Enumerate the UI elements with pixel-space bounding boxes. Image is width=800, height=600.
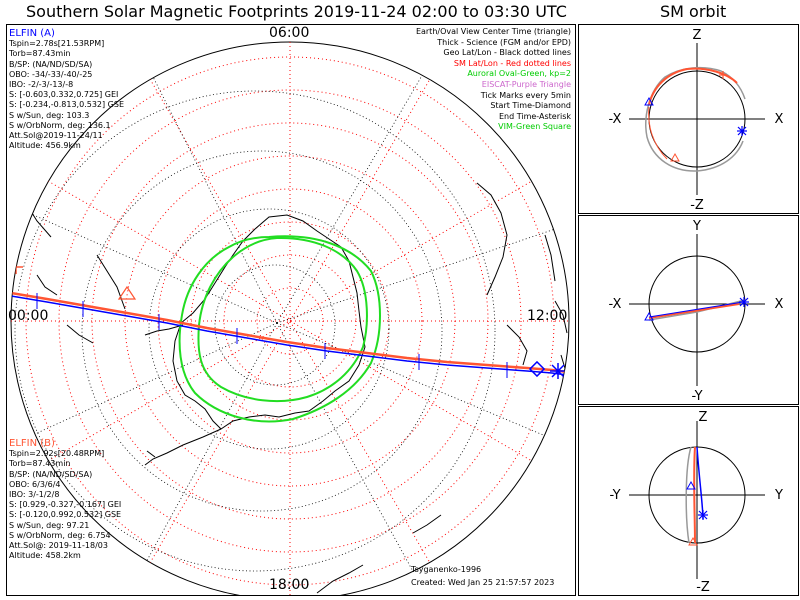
- axis-label-right: X: [775, 297, 784, 312]
- axis-label-bottom: -Y: [691, 389, 702, 404]
- auroral-oval: [178, 235, 381, 423]
- axis-label-left: -Y: [609, 488, 620, 503]
- probe-a-info-line: S: [-0.603,0.332,0.725] GEI: [9, 90, 119, 100]
- axis-label-bottom: -Z: [696, 580, 710, 595]
- hour-label-left: 00:00: [8, 308, 49, 324]
- legend-entry: EISCAT-Purple Triangle: [481, 79, 571, 89]
- axis-label-top: Z: [693, 28, 702, 43]
- orbit-plot-xz: Z -Z -X X: [609, 28, 784, 213]
- end-asterisk-marker: [550, 363, 566, 379]
- axis-label-bottom: -Z: [690, 198, 704, 213]
- probe-a-name: ELFIN (A): [9, 28, 55, 39]
- orbit-path-a-thin: [648, 106, 668, 160]
- orbit-panel-yz: Z -Z -Y Y: [578, 406, 799, 596]
- probe-b-info-line: B/SP: (NA/ND/SD/SA): [9, 469, 93, 479]
- probe-a-info-line: OBO: -34/-33/-40/-25: [9, 69, 93, 79]
- axis-label-right: X: [775, 112, 784, 127]
- axis-label-right: Y: [774, 488, 783, 503]
- axis-label-left: -X: [609, 297, 622, 312]
- probe-b-info-line: Tspin=2.92s[20.48RPM]: [9, 449, 105, 459]
- probe-b-info-line: OBO: 6/3/6/4: [9, 479, 61, 489]
- footprint-map: [10, 41, 570, 595]
- hour-label-right: 12:00: [527, 308, 568, 324]
- legend-entry: Earth/Oval View Center Time (triangle): [415, 27, 571, 36]
- probe-b-info-line: S: [-0.120,0.992,0.532] GSE: [9, 510, 122, 520]
- probe-b-track: [11, 291, 568, 374]
- legend-entry: Tick Marks every 5min: [480, 90, 571, 100]
- geo-longitude-grid: [11, 44, 568, 595]
- probe-a-info-line: S w/OrbNorm, deg: 136.1: [9, 120, 111, 130]
- axis-label-top: Z: [699, 410, 708, 425]
- probe-a-info-line: IBO: -2/-3/-13/-8: [9, 79, 74, 89]
- track-tick-marks: [36, 293, 508, 378]
- probe-a-info: ELFIN (A) Tspin=2.78s[21.53RPM] Torb=87.4…: [9, 28, 124, 150]
- orbit-plot-xy: Y -Y -X X: [609, 219, 784, 404]
- orbit-path-a-blue: [696, 446, 704, 520]
- probe-b-info-line: S w/OrbNorm, deg: 6.754: [9, 530, 111, 540]
- sm-longitude-grid: [11, 42, 569, 595]
- geo-latitude-grid: [14, 90, 496, 572]
- probe-a-info-line: B/SP: (NA/ND/SD/SA): [9, 59, 93, 69]
- probe-b-info-line: S w/Sun, deg: 97.21: [9, 520, 90, 530]
- legend-entry: VIM-Green Square: [498, 122, 571, 132]
- orbit-path-a-red: [693, 446, 696, 544]
- credit-created: Created: Wed Jan 25 21:57:57 2023: [411, 578, 555, 587]
- legend-entry: Thick - Science (FGM and/or EPD): [437, 37, 571, 47]
- orbit-title: SM orbit: [660, 2, 727, 21]
- coastlines: [26, 144, 568, 594]
- probe-a-info-line: Att.Sol@2019-11-24/11: [9, 130, 103, 140]
- credit-model: Tsyganenko-1996: [411, 565, 482, 574]
- hour-label-top: 06:00: [269, 25, 310, 41]
- footprint-map-panel: 06:00 00:00 12:00 18:00 Earth/Oval View …: [6, 24, 576, 596]
- probe-b-info-line: Torb=87.43min: [9, 459, 71, 469]
- main-title: Southern Solar Magnetic Footprints 2019-…: [26, 2, 567, 21]
- probe-b-name: ELFIN (B): [9, 438, 55, 449]
- probe-b-info: ELFIN (B) Tspin=2.92s[20.48RPM] Torb=87.4…: [9, 438, 121, 560]
- orbit-plot-yz: Z -Z -Y Y: [609, 410, 783, 595]
- map-legend: Earth/Oval View Center Time (triangle) Th…: [416, 27, 571, 133]
- orbit-panel-xz: Z -Z -X X: [578, 24, 799, 214]
- legend-entry: End Time-Asterisk: [498, 111, 571, 121]
- probe-b-info-line: IBO: 3/-1/2/8: [9, 489, 60, 499]
- earth-circle: [648, 255, 746, 353]
- probe-a-info-line: Torb=87.43min: [9, 49, 71, 59]
- probe-a-info-line: Tspin=2.78s[21.53RPM]: [9, 39, 105, 49]
- probe-b-info-line: Att.Sol@: 2019-11-18/03: [9, 540, 108, 550]
- legend-entry: Geo Lat/Lon - Black dotted lines: [443, 48, 571, 58]
- probe-a-info-line: Altitude: 456.9km: [9, 141, 81, 151]
- probe-a-info-line: S: [-0.234,-0.813,0.532] GSE: [9, 100, 124, 110]
- legend-entry: Auroral Oval-Green, kp=2: [467, 69, 571, 79]
- probe-b-info-line: Altitude: 458.2km: [9, 551, 81, 561]
- probe-a-info-line: S w/Sun, deg: 103.3: [9, 110, 90, 120]
- orbit-path-a-red: [648, 303, 740, 319]
- view-center-triangle: [117, 285, 137, 300]
- hour-label-bottom: 18:00: [269, 577, 310, 593]
- axis-label-left: -X: [609, 112, 622, 127]
- legend-entry: SM Lat/Lon - Red dotted lines: [453, 58, 571, 68]
- start-diamond-marker: [528, 360, 546, 378]
- orbit-path-b: [685, 446, 692, 544]
- probe-b-info-line: S: [0.929,-0.327,-0.167] GEI: [9, 500, 122, 510]
- orbit-path-a-red: [648, 67, 738, 106]
- axis-label-top: Y: [692, 219, 701, 234]
- legend-entry: Start Time-Diamond: [490, 101, 571, 111]
- orbit-panel-xy: Y -Y -X X: [578, 215, 799, 405]
- orbit-path-a-blue: [648, 301, 744, 318]
